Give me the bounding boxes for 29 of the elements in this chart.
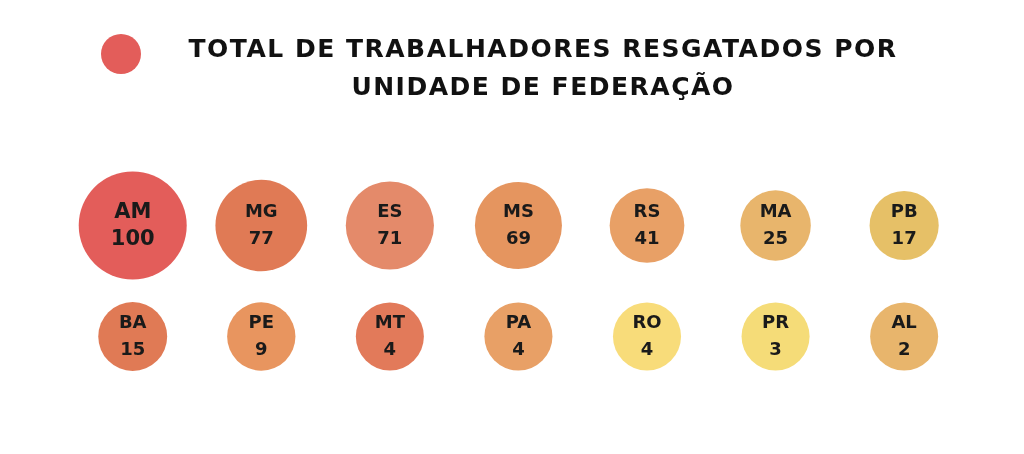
category-label: ES xyxy=(377,200,403,222)
category-label: RS xyxy=(633,200,661,222)
category-label: MS xyxy=(502,200,534,222)
data-label: 71 xyxy=(377,227,403,249)
category-label: AM xyxy=(114,198,152,223)
category-label: PR xyxy=(762,311,790,333)
data-label: 100 xyxy=(110,225,155,250)
data-label: 77 xyxy=(248,227,274,249)
category-label: MG xyxy=(244,200,278,222)
data-label: 9 xyxy=(255,338,268,360)
category-label: BA xyxy=(118,311,147,333)
category-label: PE xyxy=(248,311,275,333)
category-label: MA xyxy=(759,200,792,222)
data-label: 15 xyxy=(120,338,146,360)
category-label: AL xyxy=(891,311,917,333)
category-label: PA xyxy=(505,311,532,333)
data-label: 41 xyxy=(634,227,660,249)
data-label: 4 xyxy=(640,338,654,360)
data-label: 25 xyxy=(763,227,789,249)
data-label: 4 xyxy=(512,338,525,360)
data-label: 3 xyxy=(769,338,782,360)
category-label: PB xyxy=(890,200,918,222)
data-label: 4 xyxy=(383,338,397,360)
text: TOTAL DE TRABALHADORES RESGATADOS POR UNIDADE DE FEDERAÇÃO xyxy=(187,33,899,103)
category-label: MT xyxy=(374,311,406,333)
data-label: 69 xyxy=(505,227,531,249)
data-label: 2 xyxy=(897,338,911,360)
category-label: RO xyxy=(632,311,662,333)
data-label: 17 xyxy=(891,227,917,249)
